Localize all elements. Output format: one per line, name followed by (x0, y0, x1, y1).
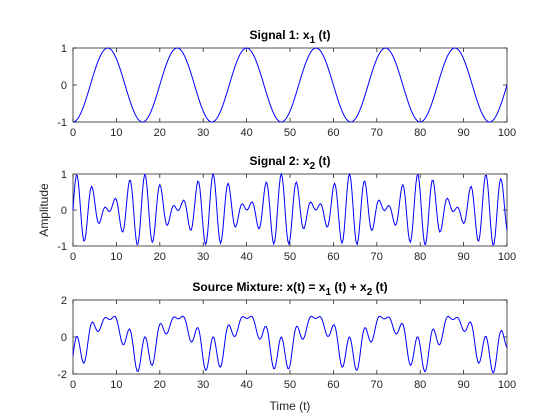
x-tick-label: 30 (197, 379, 209, 391)
x-tick-label: 20 (154, 251, 166, 263)
x-tick-label: 50 (284, 127, 296, 139)
y-tick-label: 2 (61, 295, 67, 307)
y-tick-label: 0 (61, 205, 67, 217)
series-line-3 (72, 315, 508, 374)
y-axis-label: Amplitude (37, 183, 51, 237)
x-tick-label: 90 (457, 379, 469, 391)
x-tick-label: 100 (498, 379, 516, 391)
x-tick-label: 40 (240, 127, 252, 139)
x-tick-label: 0 (70, 379, 76, 391)
y-tick-label: 1 (61, 169, 67, 181)
x-tick-label: 30 (197, 127, 209, 139)
x-tick-label: 30 (197, 251, 209, 263)
x-tick-label: 20 (154, 127, 166, 139)
x-tick-label: 0 (70, 127, 76, 139)
y-tick-label: -1 (57, 241, 67, 253)
x-tick-label: 40 (240, 379, 252, 391)
x-tick-label: 70 (371, 379, 383, 391)
y-tick-label: 0 (61, 80, 67, 92)
x-tick-label: 90 (457, 251, 469, 263)
x-tick-label: 60 (327, 127, 339, 139)
x-tick-label: 10 (110, 379, 122, 391)
x-tick-label: 80 (414, 127, 426, 139)
y-tick-label: -1 (57, 117, 67, 129)
x-tick-label: 80 (414, 379, 426, 391)
series-line-1 (72, 47, 508, 123)
x-tick-label: 100 (498, 251, 516, 263)
x-tick-label: 20 (154, 379, 166, 391)
x-tick-label: 90 (457, 127, 469, 139)
chart-title-3: Source Mixture: x(t) = x1 (t) + x2 (t) (192, 280, 387, 298)
x-tick-label: 10 (110, 127, 122, 139)
x-tick-label: 60 (327, 251, 339, 263)
x-tick-label: 70 (371, 127, 383, 139)
x-tick-label: 0 (70, 251, 76, 263)
chart-title-1: Signal 1: x1 (t) (250, 28, 331, 46)
x-tick-label: 50 (284, 379, 296, 391)
x-tick-label: 70 (371, 251, 383, 263)
x-tick-label: 40 (240, 251, 252, 263)
x-tick-label: 80 (414, 251, 426, 263)
x-axis-label: Time (t) (270, 399, 311, 413)
chart-title-2: Signal 2: x2 (t) (250, 154, 331, 172)
x-tick-label: 100 (498, 127, 516, 139)
x-tick-label: 50 (284, 251, 296, 263)
y-tick-label: 0 (61, 332, 67, 344)
x-tick-label: 10 (110, 251, 122, 263)
y-tick-label: 1 (61, 43, 67, 55)
series-line-2 (72, 172, 508, 246)
x-tick-label: 60 (327, 379, 339, 391)
y-tick-label: -2 (57, 369, 67, 381)
